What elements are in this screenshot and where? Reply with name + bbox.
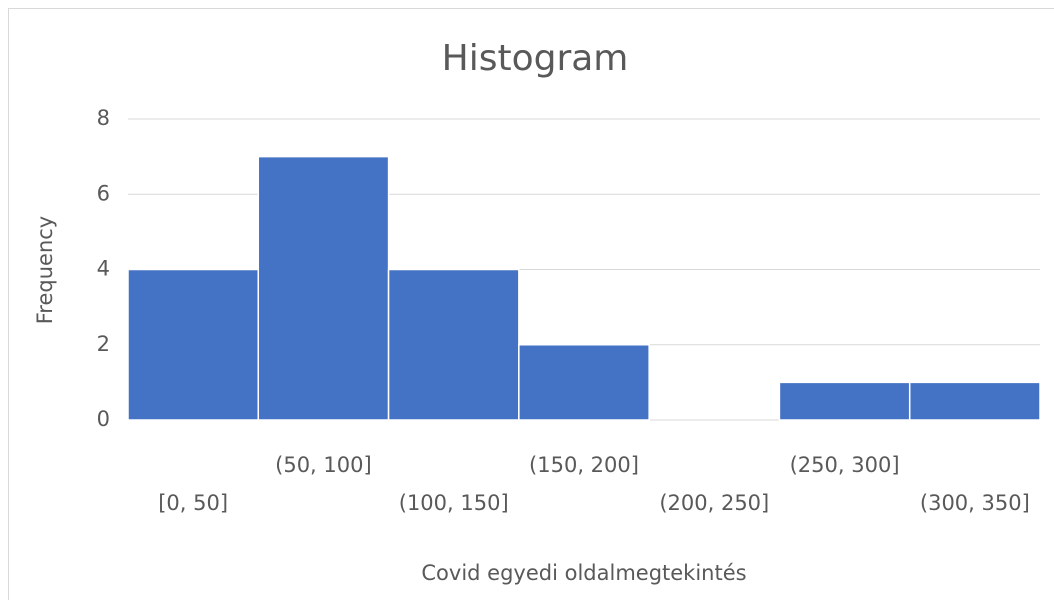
- bar: [387, 268, 520, 421]
- y-tick-label: 0: [97, 407, 110, 431]
- y-tick-label: 4: [97, 257, 110, 281]
- bar: [127, 268, 260, 421]
- y-tick-label: 6: [97, 181, 110, 205]
- y-axis-title: Frequency: [33, 216, 57, 325]
- x-tick-label: [0, 50]: [158, 491, 228, 515]
- y-tick-label: 8: [97, 106, 110, 130]
- bar: [778, 381, 911, 421]
- bar: [908, 381, 1041, 421]
- x-tick-label: (300, 350]: [920, 491, 1030, 515]
- x-tick-label: (150, 200]: [529, 453, 639, 477]
- x-tick-label: (50, 100]: [275, 453, 372, 477]
- x-axis-title: Covid egyedi oldalmegtekintés: [421, 561, 746, 585]
- x-tick-label: (250, 300]: [790, 453, 900, 477]
- y-tick-label: 2: [97, 332, 110, 356]
- bar: [518, 344, 650, 421]
- bar: [257, 155, 390, 421]
- x-tick-label: (100, 150]: [399, 491, 509, 515]
- x-tick-label: (200, 250]: [659, 491, 769, 515]
- chart-title: Histogram: [442, 38, 629, 79]
